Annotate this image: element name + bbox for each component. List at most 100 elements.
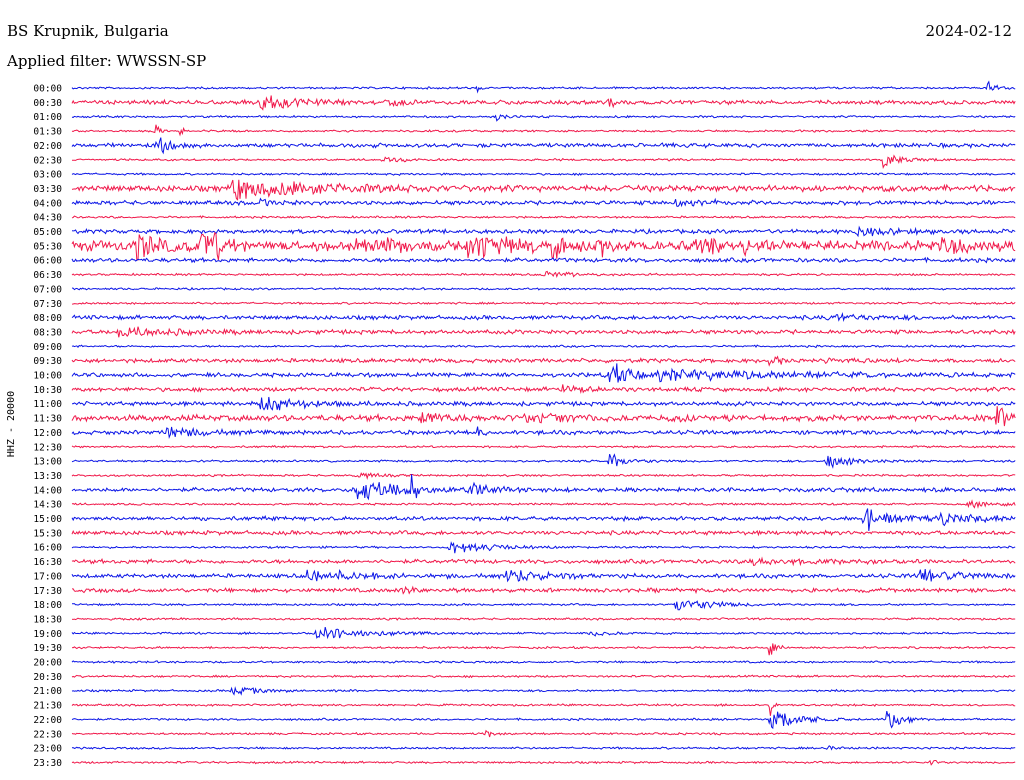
trace-1800 (72, 600, 1016, 611)
row-tick-label: 17:30 (33, 586, 62, 597)
trace-2330 (71, 759, 1016, 766)
row-tick-label: 08:00 (33, 313, 62, 324)
date-label: 2024-02-12 (925, 22, 1012, 40)
trace-0430 (71, 215, 1016, 219)
row-tick-label: 13:00 (33, 457, 62, 468)
row-tick-label: 22:00 (33, 715, 62, 726)
row-tick-label: 21:00 (33, 686, 62, 697)
trace-2030 (71, 674, 1016, 679)
trace-1330 (71, 472, 1016, 481)
row-tick-label: 09:00 (33, 342, 62, 353)
row-tick-label: 10:00 (33, 371, 62, 382)
trace-1900 (71, 626, 1016, 640)
row-tick-label: 20:30 (33, 672, 62, 683)
tick-label-group: 00:00 00:30 01:00 01:30 02:00 02:30 03:00 03:30… (33, 84, 62, 769)
trace-1730 (72, 585, 1016, 595)
trace-2300 (71, 745, 1016, 751)
trace-2000 (71, 660, 1016, 664)
trace-1200 (71, 426, 1016, 440)
row-tick-label: 08:30 (33, 327, 62, 338)
row-tick-label: 13:30 (33, 471, 62, 482)
trace-0930 (71, 355, 1016, 367)
row-tick-label: 15:30 (33, 528, 62, 539)
trace-0030 (71, 95, 1016, 111)
trace-0830 (71, 326, 1016, 338)
trace-0100 (71, 114, 1016, 122)
trace-1130 (71, 406, 1016, 427)
row-tick-label: 23:30 (33, 758, 62, 769)
row-tick-label: 00:30 (33, 98, 62, 109)
row-tick-label: 22:30 (33, 729, 62, 740)
trace-0200 (71, 137, 1016, 155)
row-tick-label: 00:00 (33, 84, 62, 95)
trace-0400 (71, 197, 1016, 208)
row-tick-label: 03:00 (33, 170, 62, 181)
trace-1400 (71, 474, 1016, 501)
trace-1000 (71, 363, 1016, 383)
trace-1530 (71, 529, 1016, 537)
row-tick-label: 16:30 (33, 557, 62, 568)
row-tick-label: 05:30 (33, 241, 62, 252)
row-tick-label: 11:00 (33, 399, 62, 410)
row-tick-label: 03:30 (33, 184, 62, 195)
trace-2200 (71, 710, 1016, 730)
trace-1230 (71, 444, 1016, 449)
trace-0700 (71, 286, 1016, 291)
row-tick-label: 02:00 (33, 141, 62, 152)
trace-2230 (71, 729, 1016, 738)
row-tick-label: 02:30 (33, 155, 62, 166)
row-tick-label: 10:30 (33, 385, 62, 396)
trace-0000 (71, 80, 1016, 94)
row-tick-label: 18:00 (33, 600, 62, 611)
row-tick-label: 04:30 (33, 213, 62, 224)
row-tick-label: 01:30 (33, 127, 62, 138)
trace-1830 (71, 617, 1016, 621)
trace-0230 (72, 154, 1016, 169)
trace-2100 (71, 686, 1016, 696)
row-tick-label: 21:30 (33, 701, 62, 712)
row-tick-label: 05:00 (33, 227, 62, 238)
row-tick-label: 18:30 (33, 614, 62, 625)
row-tick-label: 12:00 (33, 428, 62, 439)
row-tick-label: 17:00 (33, 571, 62, 582)
trace-1600 (71, 541, 1016, 554)
trace-0130 (71, 124, 1016, 137)
row-tick-label: 19:00 (33, 629, 62, 640)
row-tick-label: 20:00 (33, 658, 62, 669)
row-tick-label: 15:00 (33, 514, 62, 525)
station-title: BS Krupnik, Bulgaria (7, 22, 169, 40)
trace-group (71, 80, 1016, 766)
row-tick-label: 07:00 (33, 284, 62, 295)
y-axis-label: HHZ - 20000 (6, 391, 17, 457)
row-tick-label: 11:30 (33, 414, 62, 425)
row-tick-label: 06:30 (33, 270, 62, 281)
row-tick-label: 12:30 (33, 442, 62, 453)
row-tick-label: 14:00 (33, 485, 62, 496)
trace-0300 (71, 172, 1016, 176)
trace-0600 (71, 256, 1016, 264)
row-tick-label: 06:00 (33, 256, 62, 267)
trace-0630 (71, 270, 1016, 278)
trace-1300 (71, 453, 1016, 469)
trace-1500 (71, 508, 1016, 531)
trace-0530 (71, 231, 1016, 261)
trace-0500 (71, 225, 1016, 238)
trace-0900 (71, 344, 1016, 349)
row-tick-label: 14:30 (33, 500, 62, 511)
trace-1930 (71, 643, 1016, 656)
trace-1430 (71, 499, 1016, 509)
row-tick-label: 09:30 (33, 356, 62, 367)
trace-0730 (71, 301, 1016, 306)
trace-1030 (71, 384, 1016, 394)
row-tick-label: 19:30 (33, 643, 62, 654)
filter-label: Applied filter: WWSSN-SP (7, 52, 207, 70)
row-tick-label: 16:00 (33, 543, 62, 554)
row-tick-label: 23:00 (33, 744, 62, 755)
row-tick-label: 01:00 (33, 112, 62, 123)
trace-0330 (71, 179, 1016, 201)
trace-2130 (71, 702, 1016, 716)
trace-0800 (71, 312, 1016, 322)
trace-1630 (71, 556, 1016, 567)
row-tick-label: 07:30 (33, 299, 62, 310)
